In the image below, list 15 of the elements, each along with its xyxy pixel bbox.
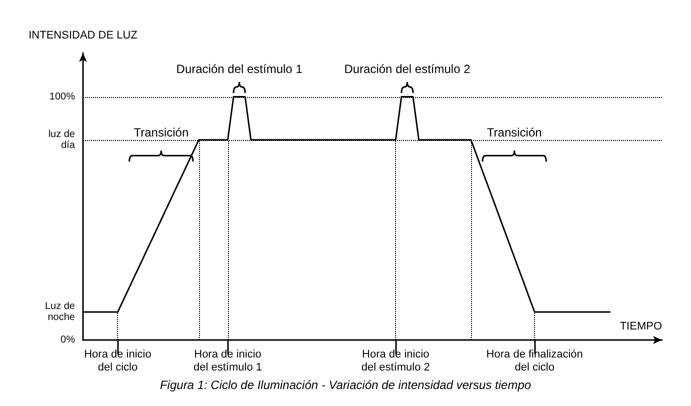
x-tick-label: Hora de inicio del estímulo 1 bbox=[194, 348, 262, 374]
y-tick-label: Luz de noche bbox=[44, 301, 76, 324]
x-tick-label: Hora de inicio del ciclo bbox=[84, 348, 152, 374]
x-tick-label: Hora de inicio del estímulo 2 bbox=[361, 348, 430, 374]
x-tick-label: Hora de finalización del ciclo bbox=[486, 348, 583, 374]
text: Figura 1: Ciclo de Iluminación - Variación de intensidad versus tiempo bbox=[160, 378, 532, 392]
annotation: Duración del estímulo 1 bbox=[176, 62, 303, 76]
annotation: Duración del estímulo 2 bbox=[344, 62, 471, 76]
y-tick-label: luz de día bbox=[48, 128, 76, 151]
annotation: Transición bbox=[486, 126, 542, 140]
y-tick-label: 100% bbox=[49, 91, 76, 102]
y-tick-label: 0% bbox=[60, 334, 76, 346]
annotation: Transición bbox=[134, 126, 189, 140]
x-axis-title: TIEMPO bbox=[620, 320, 662, 332]
y-axis-title: INTENSIDAD DE LUZ bbox=[28, 30, 138, 42]
